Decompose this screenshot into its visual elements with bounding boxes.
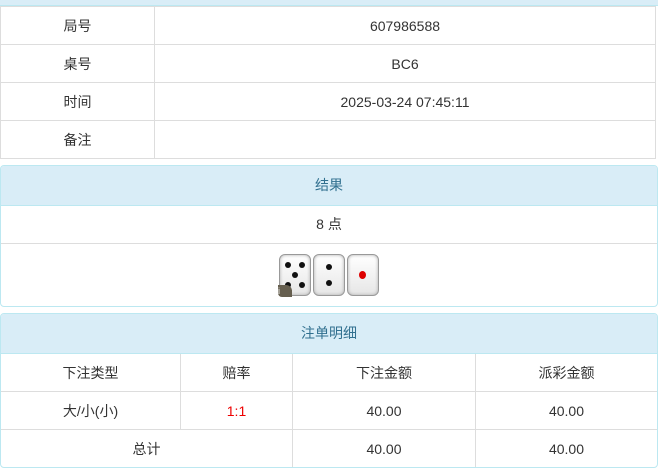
value <box>154 120 656 159</box>
table-row: 时间 2025-03-24 07:45:11 <box>0 82 656 121</box>
value: 2025-03-24 07:45:11 <box>154 82 656 121</box>
label: 备注 <box>0 120 155 159</box>
col-header: 派彩金额 <box>475 354 657 392</box>
table-row: 大/小(小) 1:1 40.00 40.00 <box>1 391 657 430</box>
round-info-table: 局号 607986588 桌号 BC6 时间 2025-03-24 07:45:11 … <box>0 6 656 159</box>
table-row: 桌号 BC6 <box>0 44 656 83</box>
table-row: 备注 <box>0 120 656 159</box>
die-one-icon <box>347 254 379 296</box>
die-two-icon <box>313 254 345 296</box>
result-points: 8 点 <box>1 206 657 244</box>
info-badge[interactable]: i <box>278 285 292 297</box>
label: 桌号 <box>0 44 155 83</box>
table-row: 局号 607986588 <box>0 6 656 45</box>
result-panel: 结果 8 点 i <box>0 165 658 307</box>
header-row: 下注类型 赔率 下注金额 派彩金额 <box>1 354 657 392</box>
value: BC6 <box>154 44 656 83</box>
col-header: 下注金额 <box>292 354 476 392</box>
col-header: 赔率 <box>180 354 293 392</box>
value: 607986588 <box>154 6 656 45</box>
payout: 40.00 <box>475 391 657 430</box>
col-header: 下注类型 <box>1 354 181 392</box>
odds: 1:1 <box>180 391 293 430</box>
bet-type: 大/小(小) <box>1 391 181 430</box>
result-title: 结果 <box>1 166 657 206</box>
top-band <box>0 0 658 6</box>
total-amount: 40.00 <box>292 429 476 467</box>
total-payout: 40.00 <box>475 429 657 467</box>
label: 局号 <box>0 6 155 45</box>
dice-row: i <box>1 244 657 306</box>
total-row: 总计 40.00 40.00 <box>1 429 657 467</box>
total-label: 总计 <box>1 429 293 467</box>
die-five-icon: i <box>278 254 311 297</box>
bet-amount: 40.00 <box>292 391 476 430</box>
bet-details-panel: 注单明细 下注类型 赔率 下注金额 派彩金额 大/小(小) 1:1 40.00 … <box>0 313 658 468</box>
bet-details-table: 下注类型 赔率 下注金额 派彩金额 大/小(小) 1:1 40.00 40.00… <box>1 354 657 467</box>
bet-details-title: 注单明细 <box>1 314 657 354</box>
label: 时间 <box>0 82 155 121</box>
